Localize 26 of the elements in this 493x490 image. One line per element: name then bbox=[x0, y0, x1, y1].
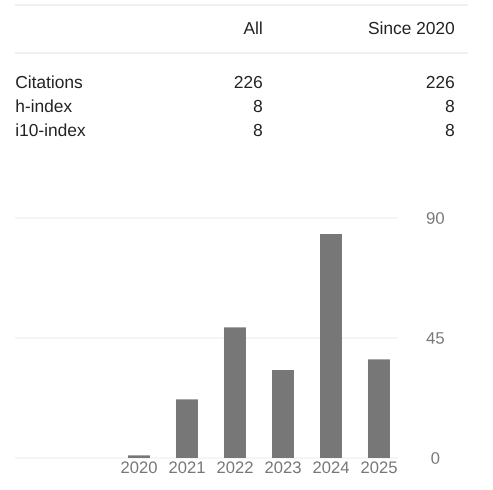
text: All bbox=[244, 21, 262, 34]
x-tick-label: 2022 bbox=[217, 461, 253, 474]
bar bbox=[176, 399, 198, 458]
bar bbox=[128, 455, 150, 458]
y-tick-label: 45 bbox=[426, 332, 444, 344]
data-label: 8 bbox=[446, 100, 454, 112]
x-tick-label: 2023 bbox=[265, 461, 301, 474]
bar bbox=[320, 234, 342, 458]
text: Since 2020 bbox=[368, 21, 454, 34]
x-tick-label: 2020 bbox=[121, 461, 157, 474]
category-label: h-index bbox=[16, 99, 72, 112]
data-label: 8 bbox=[446, 124, 454, 136]
x-tick-label: 2021 bbox=[169, 461, 205, 474]
x-tick-label: 2024 bbox=[313, 461, 350, 474]
category-label: Citations bbox=[16, 75, 82, 88]
bar bbox=[272, 370, 294, 458]
y-tick-label: 0 bbox=[431, 452, 440, 464]
category-label: i10-index bbox=[16, 123, 86, 136]
bar bbox=[224, 327, 246, 458]
bar bbox=[368, 359, 390, 458]
data-label: 8 bbox=[254, 100, 262, 112]
data-label: 8 bbox=[254, 124, 262, 136]
data-label: 226 bbox=[234, 76, 262, 88]
y-tick-label: 90 bbox=[426, 212, 444, 224]
x-tick-label: 2025 bbox=[361, 461, 397, 474]
data-label: 226 bbox=[426, 76, 454, 88]
